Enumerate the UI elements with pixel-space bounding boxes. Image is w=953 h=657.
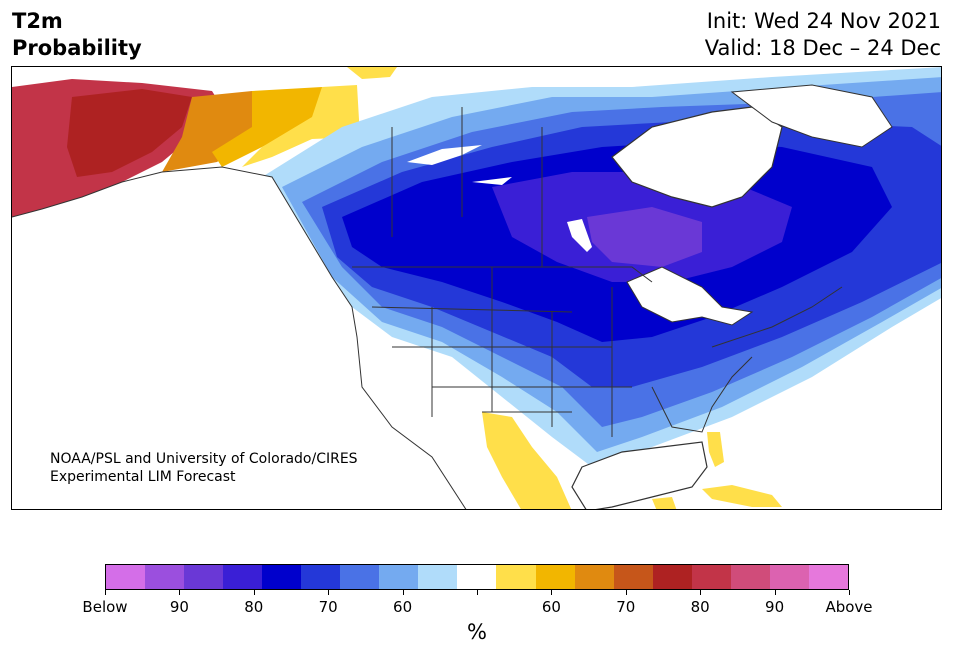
colorbar-swatch [691,565,731,589]
bc-yellow [242,85,360,167]
yukon-orange [162,91,277,172]
colorbar-tick-label: 70 [318,598,338,616]
great-slave-lake [472,177,512,185]
colorbar [105,564,849,590]
colorbar-swatch [262,565,302,589]
title-variable: T2m [12,9,63,33]
probability-map [12,67,941,509]
colorbar-swatch [457,565,497,589]
colorbar-tick [849,590,850,595]
alaska-deep-red [67,89,192,177]
colorbar-swatch [418,565,458,589]
colorbar-swatch [340,565,380,589]
credit-line-1: NOAA/PSL and University of Colorado/CIRE… [50,451,358,467]
colorbar-tick [179,590,181,595]
colorbar-swatch [496,565,536,589]
colorbar-tick [402,590,404,595]
init-date: Init: Wed 24 Nov 2021 [706,9,941,33]
colorbar-tick-label: 90 [765,598,785,616]
lake-winnipeg [567,219,592,252]
credit-line-2: Experimental LIM Forecast [50,469,236,485]
arctic-water [730,84,893,148]
cuba-yellow [702,485,782,507]
bahamas-yellow [652,497,677,509]
gulf-of-mexico [571,441,708,509]
colorbar-tick [625,590,627,595]
yukon-gold [212,87,332,167]
great-lakes [626,266,754,326]
colorbar-tick-label: Below [82,598,128,616]
colorbar-tick [477,590,478,595]
map-panel: NOAA/PSL and University of Colorado/CIRE… [11,66,942,510]
colorbar-tick [105,590,106,595]
mexico-yellow [482,412,572,509]
political-borders [12,107,843,509]
colorbar-tick [700,590,702,595]
great-bear-lake [407,145,482,165]
colorbar-tick [774,590,776,595]
colorbar-tick-label: 60 [393,598,413,616]
colorbar-swatch [769,565,809,589]
colorbar-swatch [730,565,770,589]
colorbar-swatch [106,565,146,589]
title-subtitle: Probability [12,36,142,60]
colorbar-swatch [145,565,185,589]
colorbar-swatch [535,565,575,589]
colorbar-unit: % [467,620,487,644]
colorbar-tick [328,590,330,595]
colorbar-tick-label: 90 [169,598,189,616]
colorbar-swatch [808,565,848,589]
colorbar-tick [253,590,255,595]
cold-violet [587,207,702,267]
colorbar-tick-label: 60 [541,598,561,616]
colorbar-swatch [379,565,419,589]
colorbar-swatch [301,565,341,589]
colorbar-swatch [652,565,692,589]
map-title: T2m Probability [12,8,142,62]
map-credit: NOAA/PSL and University of Colorado/CIRE… [50,450,358,486]
colorbar-swatch [184,565,224,589]
forecast-dates: Init: Wed 24 Nov 2021 Valid: 18 Dec – 24… [705,8,941,62]
pacific-ocean [12,167,466,509]
hudson-bay [611,106,783,208]
colorbar-tick-label: 80 [690,598,710,616]
colorbar-tick [551,590,553,595]
colorbar-swatch [574,565,614,589]
colorbar-tick-label: 70 [616,598,636,616]
arctic-yellow [347,67,397,79]
colorbar-tick-label: 80 [244,598,264,616]
valid-range: Valid: 18 Dec – 24 Dec [704,36,941,60]
florida-yellow [707,432,724,467]
colorbar-swatch [223,565,263,589]
colorbar-tick-label: Above [825,598,873,616]
colorbar-swatch [613,565,653,589]
